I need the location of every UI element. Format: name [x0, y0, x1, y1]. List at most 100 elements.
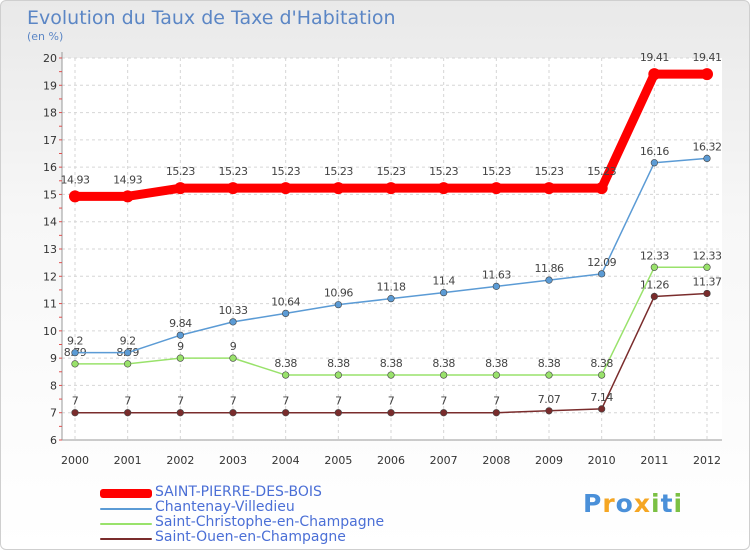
legend-swatch — [100, 508, 152, 510]
data-point — [437, 182, 450, 195]
data-label: 14.93 — [61, 173, 90, 186]
data-label: 7 — [282, 395, 289, 408]
y-tick-label: 7 — [50, 407, 57, 420]
logo-letter: r — [602, 489, 616, 518]
data-point — [545, 371, 553, 379]
data-label: 10.33 — [219, 304, 248, 317]
x-tick-label: 2002 — [166, 454, 194, 467]
data-point — [387, 371, 395, 379]
x-tick-label: 2001 — [114, 454, 142, 467]
y-tick-label: 9 — [50, 352, 57, 365]
chart-subtitle: (en %) — [27, 30, 64, 43]
x-tick-label: 2005 — [324, 454, 352, 467]
data-label: 7 — [388, 395, 395, 408]
x-tick-label: 2011 — [640, 454, 668, 467]
data-label: 8.38 — [485, 357, 508, 370]
data-point — [71, 409, 79, 417]
x-tick-label: 2003 — [219, 454, 247, 467]
data-point — [440, 371, 448, 379]
data-label: 11.4 — [432, 275, 455, 288]
data-label: 19.41 — [640, 51, 669, 64]
data-label: 15.23 — [271, 165, 300, 178]
logo-letter: i — [651, 489, 661, 518]
data-label: 7 — [177, 395, 184, 408]
data-point — [334, 371, 342, 379]
data-point — [545, 407, 553, 415]
logo-letter: i — [673, 489, 684, 518]
x-tick-label: 2000 — [61, 454, 89, 467]
x-tick-label: 2012 — [693, 454, 721, 467]
data-label: 15.23 — [166, 165, 195, 178]
data-point — [71, 349, 79, 357]
data-label: 12.33 — [640, 249, 669, 262]
data-point — [282, 371, 290, 379]
data-point — [176, 409, 184, 417]
data-label: 15.23 — [587, 165, 616, 178]
data-point — [176, 331, 184, 339]
data-label: 10.64 — [271, 295, 300, 308]
data-label: 15.23 — [324, 165, 353, 178]
logo-letter: t — [660, 489, 674, 518]
data-point — [124, 360, 132, 368]
data-label: 15.23 — [535, 165, 564, 178]
data-label: 9.2 — [67, 335, 83, 348]
logo-letter: x — [633, 489, 651, 518]
data-label: 9.84 — [169, 317, 192, 330]
logo-letter: o — [615, 489, 634, 518]
x-tick-label: 2010 — [588, 454, 616, 467]
data-label: 12.33 — [693, 249, 722, 262]
data-label: 7 — [72, 395, 79, 408]
x-tick-label: 2004 — [272, 454, 300, 467]
y-tick-label: 10 — [43, 325, 57, 338]
data-label: 8.38 — [274, 357, 297, 370]
data-point — [595, 182, 608, 195]
x-tick-label: 2006 — [377, 454, 405, 467]
y-tick-label: 19 — [43, 79, 57, 92]
data-point — [334, 301, 342, 309]
data-label: 7 — [124, 395, 131, 408]
data-point — [282, 409, 290, 417]
data-point — [121, 190, 134, 203]
data-point — [124, 349, 132, 357]
data-point — [492, 409, 500, 417]
data-label: 15.23 — [429, 165, 458, 178]
data-point — [174, 182, 187, 195]
data-point — [124, 409, 132, 417]
y-tick-label: 15 — [43, 188, 57, 201]
y-tick-label: 20 — [43, 52, 57, 65]
y-tick-label: 12 — [43, 270, 57, 283]
data-label: 11.37 — [693, 275, 722, 288]
data-label: 7 — [230, 395, 237, 408]
y-tick-label: 13 — [43, 243, 57, 256]
y-tick-label: 8 — [50, 379, 57, 392]
proxiti-logo: Proxiti — [583, 489, 683, 518]
data-label: 9 — [177, 340, 184, 353]
data-label: 16.32 — [693, 140, 722, 153]
data-label: 14.93 — [113, 173, 142, 186]
data-label: 16.16 — [640, 145, 669, 158]
y-tick-label: 11 — [43, 298, 57, 311]
data-point — [71, 360, 79, 368]
data-point — [650, 159, 658, 167]
data-point — [648, 68, 661, 81]
data-label: 15.23 — [482, 165, 511, 178]
legend-label: Saint-Ouen-en-Champagne — [155, 529, 346, 545]
data-point — [492, 371, 500, 379]
data-point — [176, 354, 184, 362]
data-point — [334, 409, 342, 417]
x-tick-label: 2007 — [430, 454, 458, 467]
data-point — [543, 182, 555, 195]
data-point — [598, 405, 606, 413]
data-point — [332, 182, 345, 195]
data-point — [440, 409, 448, 417]
data-point — [229, 354, 237, 362]
data-point — [282, 309, 290, 317]
legend-swatch — [100, 538, 152, 540]
data-point — [279, 182, 292, 195]
logo-letter: P — [583, 489, 603, 518]
data-point — [387, 295, 395, 303]
legend-label: Chantenay-Villedieu — [155, 499, 295, 515]
data-label: 11.63 — [482, 268, 511, 281]
y-tick-label: 18 — [43, 107, 57, 120]
